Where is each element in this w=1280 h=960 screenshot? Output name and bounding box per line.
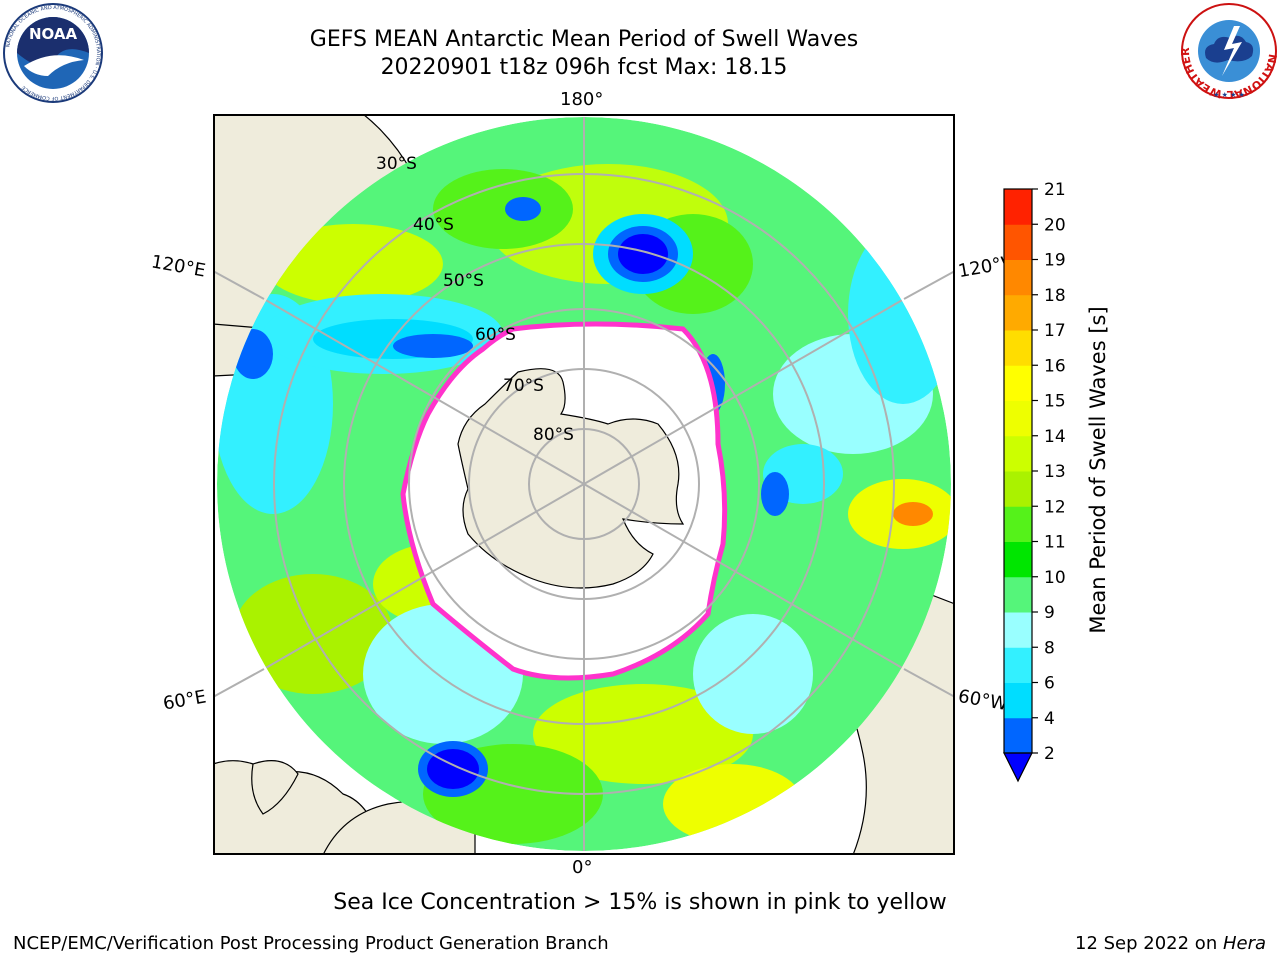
colorbar: 2 4 6 8 9 10 11 12 13 14 15 16 17 18 19 20 21 (1003, 180, 1066, 783)
colorbar-swatch (1004, 400, 1032, 437)
colorbar-swatch (1004, 435, 1032, 472)
lat-label-80s: 80°S (533, 425, 574, 445)
colorbar-tick-label: 21 (1044, 180, 1066, 200)
polar-map: 30°S 40°S 50°S 60°S 70°S 80°S (213, 114, 955, 855)
colorbar-label: Mean Period of Swell Waves [s] (1086, 306, 1110, 634)
colorbar-swatch (1004, 612, 1032, 648)
footer-date-text: 12 Sep 2022 on (1075, 933, 1223, 954)
colorbar-tick-label: 4 (1044, 709, 1055, 729)
map-border (213, 114, 955, 855)
colorbar-tick-label: 15 (1044, 392, 1066, 412)
land-madagascar (251, 760, 299, 815)
colorbar-swatch (1004, 365, 1032, 401)
colorbar-tick-label: 18 (1044, 286, 1066, 306)
lon-label-120e: 120°E (149, 251, 208, 282)
footer-date: 12 Sep 2022 on Hera (1075, 933, 1266, 954)
colorbar-tick-label: 20 (1044, 215, 1066, 235)
footer-credit: NCEP/EMC/Verification Post Processing Pr… (13, 933, 609, 954)
colorbar-tick-label: 12 (1044, 497, 1066, 517)
colorbar-swatches (1004, 189, 1032, 754)
lat-label-40s: 40°S (413, 215, 454, 235)
noaa-logo-icon: NOAA NATIONAL OCEANIC AND ATMOSPHERIC AD… (3, 3, 103, 103)
chart-title: GEFS MEAN Antarctic Mean Period of Swell… (309, 27, 859, 52)
colorbar-ticks: 2 4 6 8 9 10 11 12 13 14 15 16 17 18 19 20 21 (1032, 180, 1066, 764)
corner-graticule (213, 270, 955, 698)
colorbar-swatch (1004, 224, 1032, 260)
swell-period-field (217, 164, 951, 844)
colorbar-tick-label: 10 (1044, 568, 1066, 588)
graticule (217, 117, 951, 851)
land-antarctica (457, 368, 685, 589)
colorbar-swatch (1004, 541, 1032, 578)
colorbar-swatch (1004, 576, 1032, 613)
lat-label-60s: 60°S (475, 325, 516, 345)
chart-subtitle: 20220901 t18z 096h fcst Max: 18.15 (380, 55, 788, 80)
colorbar-tick-label: 8 (1044, 638, 1055, 658)
colorbar-tick-label: 2 (1044, 744, 1055, 764)
colorbar-swatch (1004, 717, 1032, 754)
colorbar-swatch (1004, 647, 1032, 683)
lon-label-60e: 60°E (161, 686, 208, 715)
sea-ice-caption: Sea Ice Concentration > 15% is shown in … (333, 890, 947, 915)
lon-label-0: 0° (572, 857, 593, 878)
colorbar-tick-label: 17 (1044, 321, 1066, 341)
colorbar-swatch (1004, 189, 1032, 225)
colorbar-swatch (1004, 471, 1032, 507)
colorbar-tick-label: 9 (1044, 603, 1055, 623)
colorbar-under-arrow (1003, 752, 1033, 783)
lat-label-30s: 30°S (376, 154, 417, 174)
svg-text:★ ★ ★ ★: ★ ★ ★ ★ (1213, 91, 1245, 99)
colorbar-swatch (1004, 682, 1032, 719)
colorbar-swatch (1004, 259, 1032, 296)
footer-host: Hera (1222, 933, 1266, 954)
lat-label-50s: 50°S (443, 271, 484, 291)
lon-label-180: 180° (560, 89, 604, 110)
colorbar-swatch (1004, 506, 1032, 542)
colorbar-tick-label: 11 (1044, 533, 1066, 553)
colorbar-tick-label: 16 (1044, 356, 1066, 376)
colorbar-tick-label: 13 (1044, 462, 1066, 482)
colorbar-tick-label: 19 (1044, 251, 1066, 271)
colorbar-swatch (1004, 294, 1032, 331)
national-weather-service-logo-icon: NATIONAL WEATHER SERVICE ★ ★ ★ ★ (1178, 2, 1279, 100)
colorbar-tick-label: 6 (1044, 674, 1055, 694)
colorbar-tick-label: 14 (1044, 427, 1066, 447)
lat-label-70s: 70°S (503, 376, 544, 396)
colorbar-swatch (1004, 330, 1032, 366)
noaa-logo-text: NOAA (29, 25, 78, 43)
